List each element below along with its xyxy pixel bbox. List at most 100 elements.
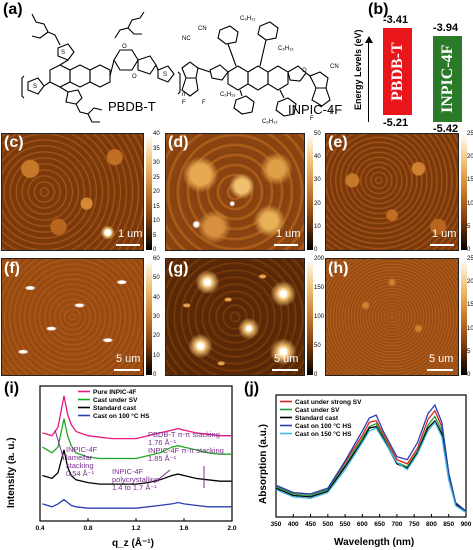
x-tick-label: 800 <box>426 521 437 528</box>
colorbar-tick-label: 10 <box>467 200 473 207</box>
acceptor-molecule-name: INPIC-4F <box>288 102 343 117</box>
colorbar-tick-label: 60 <box>153 256 160 262</box>
energy-axis-arrow <box>368 42 369 122</box>
cn-group: CN <box>198 26 207 32</box>
legend-entry: Cast under strong SV <box>295 399 362 406</box>
afm-d-colorbar <box>307 134 313 250</box>
colorbar-tick-label: 15 <box>467 177 473 184</box>
chart-i-annotation-lamellar: INPIC-4F lamellar stacking 0.54 Å⁻¹ <box>66 445 99 478</box>
colorbar-tick-label: 35 <box>153 145 160 152</box>
colorbar-tick-label: 0 <box>153 247 157 253</box>
x-tick-label: 700 <box>391 521 402 528</box>
colorbar-tick-label: 25 <box>153 174 160 181</box>
inpic-4f-homo-value: -5.42 <box>433 123 459 135</box>
panel-label-c: (c) <box>4 134 24 151</box>
inpic-4f-energy-bar: INPIC-4F <box>433 36 462 122</box>
s-atom: S <box>33 84 37 90</box>
x-tick-label: 550 <box>340 521 351 528</box>
series-line-0 <box>42 395 232 440</box>
colorbar-tick-label: 100 <box>314 314 325 320</box>
panel-label-f: (f) <box>4 260 20 277</box>
legend-entry: Cast under SV <box>93 397 138 404</box>
afm-image-h <box>325 258 459 376</box>
colorbar-tick-label: 5 <box>467 348 471 355</box>
legend-entry: Cast on 100 °C HS <box>295 422 352 430</box>
energy-axis-arrowhead <box>365 36 373 43</box>
afm-image-c <box>1 133 144 251</box>
colorbar-tick-label: 40 <box>314 154 321 161</box>
panel-label-b: (b) <box>368 1 389 18</box>
f-atom: F <box>182 100 186 106</box>
afm-g-scale-label: 5 um <box>274 353 299 365</box>
cn-group: CN <box>330 64 339 70</box>
afm-h-colorbar-ticks: 25 20 15 10 5 0 <box>467 256 473 378</box>
x-tick-label: 400 <box>288 521 299 528</box>
afm-c-scale-bar <box>116 244 140 246</box>
f-atom: F <box>202 100 206 106</box>
nc-group: NC <box>182 36 191 42</box>
colorbar-tick-label: 15 <box>153 203 160 210</box>
x-tick-label: 900 <box>461 521 472 528</box>
afm-c-colorbar-ticks: 40 35 30 25 20 15 10 5 0 <box>153 131 165 253</box>
x-tick-label: 2.0 <box>227 525 236 532</box>
afm-e-colorbar-ticks: 25 20 15 10 5 0 <box>467 131 473 253</box>
afm-e-scale-bar <box>430 244 454 246</box>
colorbar-tick-label: 0 <box>153 372 157 378</box>
afm-h-scale-bar <box>427 369 453 371</box>
f-atom: F <box>310 116 314 122</box>
afm-g-colorbar-ticks: 200 150 100 50 0 <box>314 256 326 378</box>
colorbar-tick-label: 40 <box>153 131 160 137</box>
chart-i-xlabel: q_z (Å⁻¹) <box>112 536 154 549</box>
colorbar-tick-label: 200 <box>314 256 325 262</box>
panel-label-i: (i) <box>4 380 20 397</box>
donor-molecule-name: PBDB-T <box>108 99 156 114</box>
afm-e-colorbar <box>461 134 467 250</box>
x-tick-label: 0.4 <box>35 525 44 532</box>
legend-entry: Cast on 150 °C HS <box>295 430 352 438</box>
colorbar-tick-label: 40 <box>153 294 160 301</box>
panel-label-d: (d) <box>168 134 189 151</box>
pbdb-t-homo-value: -5.21 <box>383 117 409 129</box>
chart-i-annotation-polycrystalline: INPIC-4F polycrystalline 1.4 to 1.7 Å⁻¹ <box>112 467 161 492</box>
colorbar-tick-label: 30 <box>153 160 160 166</box>
chart-j-absorption: 350 400 450 500 550 600 650 700 750 800 850 900 Abs… <box>258 394 472 548</box>
colorbar-tick-label: 10 <box>153 352 160 359</box>
colorbar-tick-label: 150 <box>314 285 325 291</box>
afm-g-scale-bar <box>272 369 298 371</box>
series-line-1 <box>42 418 232 460</box>
colorbar-tick-label: 15 <box>467 302 473 309</box>
colorbar-tick-label: 50 <box>153 275 160 282</box>
afm-f-scale-label: 5 um <box>116 353 141 365</box>
hexyl-group: C₆H₁₃ <box>240 16 256 22</box>
energy-axis-label: Energy Levels (eV) <box>353 29 363 111</box>
series-line-3 <box>42 498 232 509</box>
colorbar-tick-label: 0 <box>314 247 318 253</box>
afm-f-scale-bar <box>114 369 140 371</box>
afm-image-e <box>325 133 459 251</box>
inpic-4f-lumo-value: -3.94 <box>433 22 459 34</box>
colorbar-tick-label: 20 <box>314 200 321 207</box>
x-tick-label: 850 <box>443 521 454 528</box>
hexyl-group: C₆H₁₃ <box>278 46 294 52</box>
pbdb-t-structure: S S S O O n <box>21 11 185 123</box>
s-atom: S <box>61 50 65 56</box>
colorbar-tick-label: 50 <box>314 131 321 137</box>
x-tick-label: 750 <box>409 521 420 528</box>
chart-i-arrow-1 <box>54 429 65 461</box>
series-line-2 <box>42 449 232 485</box>
legend-entry: Cast on 100 °C HS <box>93 412 150 420</box>
inpic-4f-structure: CN NC F F CN F F C₆H₁₃ C₆H₁₃ C₆H₁₃ C₆H₁₃… <box>181 16 339 125</box>
chart-i-ylabel: Intensity (a. u.) <box>6 437 17 508</box>
hexyl-group: C₆H₁₃ <box>262 119 278 125</box>
colorbar-tick-label: 20 <box>153 333 160 340</box>
legend-entry: Standard cast <box>93 405 137 412</box>
afm-image-d <box>165 133 305 251</box>
colorbar-tick-label: 25 <box>467 131 473 137</box>
afm-f-colorbar-ticks: 60 50 40 30 20 10 0 <box>153 256 165 378</box>
s-atom: S <box>163 72 167 78</box>
afm-d-scale-bar <box>274 244 298 246</box>
colorbar-tick-label: 20 <box>467 279 473 286</box>
afm-d-colorbar-ticks: 50 40 30 20 10 0 <box>314 131 326 253</box>
afm-h-scale-label: 5 um <box>429 353 454 365</box>
x-tick-label: 600 <box>357 521 368 528</box>
